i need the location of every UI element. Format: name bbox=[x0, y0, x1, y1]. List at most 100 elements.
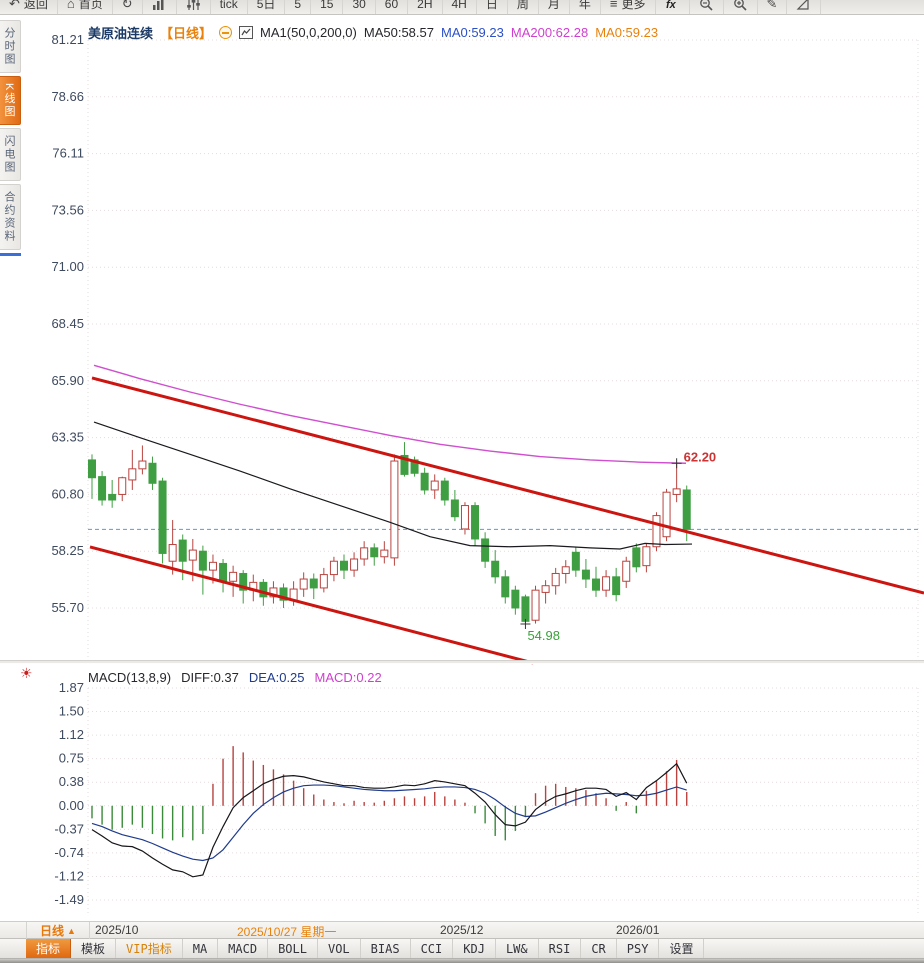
indicator-tab-MACD[interactable]: MACD bbox=[218, 939, 269, 958]
chevron-up-icon: ▲ bbox=[67, 925, 76, 936]
toolbar-indicator-sliders[interactable] bbox=[177, 0, 211, 14]
toolbar-period-4h-button[interactable]: 4H bbox=[443, 0, 477, 14]
dea-value: DEA:0.25 bbox=[248, 669, 305, 685]
indicator-tab-指标[interactable]: 指标 bbox=[26, 939, 72, 958]
indicator-tab-设置[interactable]: 设置 bbox=[659, 939, 705, 958]
macd-grid: 1.87 1.50 1.12 0.75 0.38 0.00 -0.37 -0.74 -1.12 -… bbox=[54, 680, 919, 915]
svg-text:65.90: 65.90 bbox=[51, 373, 84, 388]
svg-text:68.45: 68.45 bbox=[51, 316, 84, 331]
toolbar-chart-bars[interactable] bbox=[143, 0, 177, 14]
indicator-tab-模板[interactable]: 模板 bbox=[71, 939, 117, 958]
toolbar-period-month-button[interactable]: 月 bbox=[539, 0, 570, 14]
toolbar-zoom-out[interactable] bbox=[690, 0, 724, 14]
top-toolbar: ↶ 返回 ⌂ 首页 ↻ tick 5日 5 15 30 60 2H 4H 日周月年 ≡ 更多 fx ✎ bbox=[0, 0, 924, 15]
toolbar-period-15-button[interactable]: 15 bbox=[311, 0, 344, 14]
indicator-tab-KDJ[interactable]: KDJ bbox=[453, 939, 496, 958]
toolbar-home-label: 首页 bbox=[78, 0, 103, 11]
candlestick-macd-chart[interactable]: 81.21 78.66 76.11 73.56 71.00 68.45 65.90 63.35… bbox=[0, 0, 924, 921]
draw-icon: ✎ bbox=[766, 0, 778, 11]
macd-histogram bbox=[91, 746, 688, 841]
toolbar-period-5-button[interactable]: 5 bbox=[285, 0, 312, 14]
toolbar-corner-tool[interactable] bbox=[787, 0, 822, 14]
toolbar-period-5-label: 5 bbox=[294, 0, 302, 11]
toolbar-period-5d-label: 5日 bbox=[256, 0, 276, 11]
svg-text:60.80: 60.80 bbox=[51, 486, 84, 501]
toolbar-period-30-button[interactable]: 30 bbox=[343, 0, 376, 14]
svg-text:0.38: 0.38 bbox=[59, 774, 84, 789]
toolbar-period-4h-label: 4H bbox=[451, 0, 467, 11]
indicator-tab-LW&[interactable]: LW& bbox=[496, 939, 539, 958]
svg-text:58.25: 58.25 bbox=[51, 543, 84, 558]
svg-text:-0.37: -0.37 bbox=[54, 821, 84, 836]
svg-text:fx: fx bbox=[666, 0, 677, 11]
toolbar-period-60-button[interactable]: 60 bbox=[376, 0, 409, 14]
toolbar-period-year-button[interactable]: 年 bbox=[570, 0, 601, 14]
period-selector[interactable]: 日线 ▲ bbox=[26, 922, 90, 939]
toolbar-fx[interactable]: fx bbox=[656, 0, 690, 14]
more-icon: ≡ bbox=[609, 0, 618, 11]
toolbar-home[interactable]: ⌂ 首页 bbox=[58, 0, 113, 14]
home-icon: ⌂ bbox=[66, 0, 75, 11]
collapse-indicator-icon[interactable] bbox=[219, 25, 233, 39]
toolbar-period-5d-button[interactable]: 5日 bbox=[248, 0, 286, 14]
date-tick-label: 2025/12 bbox=[440, 923, 484, 937]
toolbar-period-tick-label: tick bbox=[219, 0, 238, 11]
indicator-tab-VIP指标[interactable]: VIP指标 bbox=[116, 939, 183, 958]
ma50-value: MA50:58.57 bbox=[363, 24, 434, 40]
chart-bars-icon bbox=[152, 0, 167, 11]
symbol-name: 美原油连续 bbox=[88, 25, 154, 41]
toolbar-refresh[interactable]: ↻ bbox=[113, 0, 143, 14]
window-bottom-edge bbox=[0, 959, 924, 963]
sidebar-accent-bar bbox=[0, 253, 21, 257]
toolbar-period-60-label: 60 bbox=[384, 0, 399, 11]
indicator-tab-CCI[interactable]: CCI bbox=[411, 939, 454, 958]
indicator-tab-bar: 指标 模板 VIP指标 MA MACD BOLL VOL BIAS CCI KDJ LW& RSI CR… bbox=[0, 939, 924, 959]
toolbar-more-label: 更多 bbox=[621, 0, 646, 11]
mini-chart-icon[interactable] bbox=[239, 25, 254, 39]
back-icon: ↶ bbox=[9, 0, 20, 11]
trendline[interactable] bbox=[89, 545, 534, 665]
indicator-tab-PSY[interactable]: PSY bbox=[617, 939, 660, 958]
period-selector-label: 日线 bbox=[40, 924, 65, 938]
indicator-tab-CR[interactable]: CR bbox=[581, 939, 617, 958]
sidebar-tab-合约资料[interactable]: 合约资料 bbox=[0, 184, 21, 251]
indicator-tab-BIAS[interactable]: BIAS bbox=[361, 939, 411, 958]
diff-line bbox=[91, 762, 688, 878]
toolbar-back[interactable]: ↶ 返回 bbox=[0, 0, 58, 14]
sidebar-tab-K线图[interactable]: K线图 bbox=[0, 76, 21, 126]
svg-text:-1.49: -1.49 bbox=[54, 892, 84, 907]
toolbar-period-month-label: 月 bbox=[547, 0, 560, 11]
indicator-tab-VOL[interactable]: VOL bbox=[318, 939, 361, 958]
toolbar-draw[interactable]: ✎ bbox=[758, 0, 788, 14]
toolbar-period-year-label: 年 bbox=[578, 0, 591, 11]
panel-divider[interactable] bbox=[0, 660, 924, 664]
toolbar-period-week-label: 周 bbox=[516, 0, 529, 11]
sidebar-tab-分时图[interactable]: 分时图 bbox=[0, 20, 21, 73]
svg-text:81.21: 81.21 bbox=[51, 32, 84, 47]
toolbar-period-2h-button[interactable]: 2H bbox=[408, 0, 443, 14]
svg-text:0.75: 0.75 bbox=[59, 751, 84, 766]
sidebar-tab-闪电图[interactable]: 闪电图 bbox=[0, 128, 21, 182]
macd-legend: MACD(13,8,9) DIFF:0.37 DEA:0.25 MACD:0.2… bbox=[88, 669, 382, 685]
toolbar-period-tick-button[interactable]: tick bbox=[211, 0, 248, 14]
toolbar-more[interactable]: ≡ 更多 bbox=[601, 0, 656, 14]
dea-line bbox=[91, 784, 687, 862]
indicator-tab-BOLL[interactable]: BOLL bbox=[268, 939, 318, 958]
svg-text:76.11: 76.11 bbox=[52, 146, 84, 161]
svg-text:1.87: 1.87 bbox=[59, 680, 84, 695]
svg-text:1.12: 1.12 bbox=[59, 727, 84, 742]
indicator-settings-sun-icon[interactable]: ☀ bbox=[20, 665, 33, 681]
indicator-tab-RSI[interactable]: RSI bbox=[539, 939, 582, 958]
svg-text:0.00: 0.00 bbox=[59, 798, 84, 813]
indicator-tab-MA[interactable]: MA bbox=[183, 939, 219, 958]
toolbar-period-day-button[interactable]: 日 bbox=[477, 0, 508, 14]
low-price-label: 54.98 bbox=[527, 628, 560, 643]
selected-date-label: 2025/10/27 星期一 bbox=[237, 925, 337, 939]
ma-indicator-params: MA1(50,0,200,0) bbox=[260, 24, 357, 40]
trendline[interactable] bbox=[91, 376, 924, 595]
toolbar-period-week-button[interactable]: 周 bbox=[508, 0, 539, 14]
fx-icon: fx bbox=[665, 0, 680, 11]
date-axis: 日线 ▲ 2025/10 2025/10/27 星期一 2025/12 2026/01 bbox=[0, 921, 924, 939]
toolbar-zoom-in[interactable] bbox=[724, 0, 758, 14]
price-chart-legend: 美原油连续 【日线】 MA1(50,0,200,0) MA50:58.57 MA… bbox=[88, 23, 658, 41]
